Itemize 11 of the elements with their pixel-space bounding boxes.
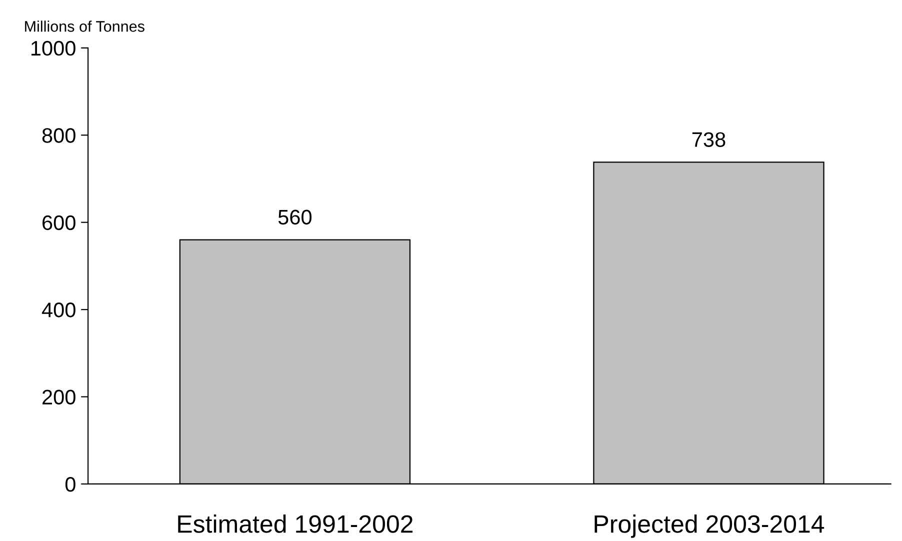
data-label: 560 <box>278 210 312 225</box>
y-tick-label: 1000 <box>31 40 76 56</box>
x-tick-label: Estimated 1991-2002 <box>178 514 413 533</box>
y-tick-label: 800 <box>42 128 76 143</box>
y-axis-title: Millions of Tonnes <box>25 20 144 32</box>
y-tick-label: 200 <box>42 390 76 405</box>
x-tick-label: Projected 2003-2014 <box>594 514 824 538</box>
y-tick-label: 600 <box>42 215 76 230</box>
y-tick-label: 400 <box>42 302 76 318</box>
data-label: 738 <box>692 132 726 147</box>
y-tick-label: 0 <box>65 476 76 492</box>
